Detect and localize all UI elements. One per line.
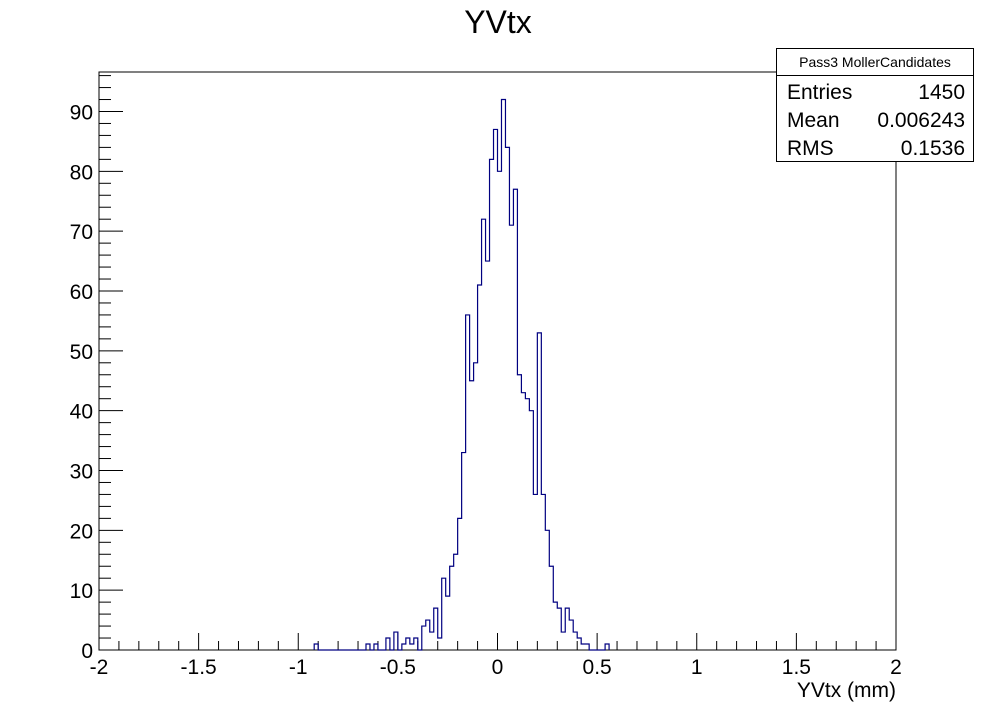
- histogram-bin: [585, 644, 589, 650]
- histogram-bin: [454, 554, 458, 650]
- histogram-bin: [414, 638, 418, 650]
- histogram-bin: [509, 225, 513, 650]
- histogram-bin: [478, 285, 482, 650]
- stats-key: Entries: [787, 81, 853, 104]
- histogram-bin: [466, 315, 470, 650]
- histogram-bin: [505, 147, 509, 650]
- histogram-bin: [581, 644, 585, 650]
- stats-key: Mean: [787, 109, 840, 132]
- stats-box-title: Pass3 MollerCandidates: [777, 49, 973, 76]
- histogram-bin: [501, 100, 505, 650]
- y-tick-label: 0: [81, 640, 93, 663]
- histogram-bin: [521, 393, 525, 650]
- y-tick-label: 70: [70, 221, 93, 244]
- y-tick-label: 30: [70, 460, 93, 483]
- histogram-bin: [605, 644, 609, 650]
- histogram-bin: [474, 363, 478, 650]
- histogram-outline: [313, 98, 610, 651]
- stats-row-mean: Mean 0.006243: [787, 107, 965, 135]
- histogram-bin: [446, 596, 450, 650]
- x-tick-label: 1.5: [782, 656, 811, 679]
- x-tick-label: 2: [890, 656, 902, 679]
- histogram-bin: [394, 632, 398, 650]
- y-tick-label: 40: [70, 401, 93, 424]
- histogram-bin: [494, 129, 498, 650]
- x-tick-label: -2: [90, 656, 109, 679]
- stats-box: Pass3 MollerCandidates Entries 1450 Mean…: [776, 48, 974, 162]
- stats-value: 0.006243: [877, 109, 965, 132]
- histogram-bin: [486, 261, 490, 650]
- histogram-bin: [529, 411, 533, 650]
- histogram-bin: [402, 644, 406, 650]
- stats-key: RMS: [787, 137, 834, 160]
- histogram-bin: [482, 219, 486, 650]
- histogram-bin: [374, 644, 378, 650]
- histogram-bin: [533, 494, 537, 650]
- x-tick-label: -1.5: [181, 656, 217, 679]
- histogram-bin: [430, 632, 434, 650]
- histogram-bin: [513, 189, 517, 650]
- histogram-bin: [406, 638, 410, 650]
- histogram-bin: [545, 530, 549, 650]
- chart-title: YVtx: [464, 4, 532, 40]
- histogram-bin: [450, 566, 454, 650]
- histogram-bin: [442, 578, 446, 650]
- histogram-bin: [573, 632, 577, 650]
- histogram-bin: [366, 644, 370, 650]
- histogram-bin: [314, 644, 318, 650]
- histogram-bin: [498, 171, 502, 650]
- x-tick-label: 1: [691, 656, 703, 679]
- histogram-bin: [458, 518, 462, 650]
- y-tick-label: 10: [70, 580, 93, 603]
- histogram-bin: [426, 620, 430, 650]
- histogram-bin: [557, 608, 561, 650]
- y-tick-label: 90: [70, 101, 93, 124]
- x-tick-label: -0.5: [380, 656, 416, 679]
- x-tick-label: -1: [289, 656, 308, 679]
- histogram-bin: [553, 602, 557, 650]
- histogram-bin: [577, 638, 581, 650]
- histogram-bin: [386, 638, 390, 650]
- histogram-bin: [569, 620, 573, 650]
- histogram-bin: [490, 159, 494, 650]
- x-axis-label: YVtx (mm): [797, 679, 896, 702]
- histogram-bin: [537, 333, 541, 650]
- histogram-bin: [470, 381, 474, 650]
- histogram-bin: [549, 566, 553, 650]
- y-tick-label: 20: [70, 520, 93, 543]
- stats-row-rms: RMS 0.1536: [787, 135, 965, 163]
- y-tick-label: 60: [70, 281, 93, 304]
- stats-value: 1450: [918, 81, 965, 104]
- histogram-bin: [565, 608, 569, 650]
- histogram-bin: [422, 626, 426, 650]
- histogram-bin: [525, 399, 529, 650]
- stats-row-entries: Entries 1450: [787, 79, 965, 107]
- histogram-bin: [410, 644, 414, 650]
- histogram-bin: [438, 638, 442, 650]
- x-tick-label: 0.5: [583, 656, 612, 679]
- y-tick-label: 50: [70, 341, 93, 364]
- histogram-bin: [561, 632, 565, 650]
- x-tick-label: 0: [492, 656, 504, 679]
- histogram-bin: [434, 608, 438, 650]
- histogram-bin: [517, 375, 521, 650]
- histogram-bin: [541, 494, 545, 650]
- histogram-bin: [462, 453, 466, 650]
- stats-value: 0.1536: [900, 137, 965, 160]
- y-tick-label: 80: [70, 161, 93, 184]
